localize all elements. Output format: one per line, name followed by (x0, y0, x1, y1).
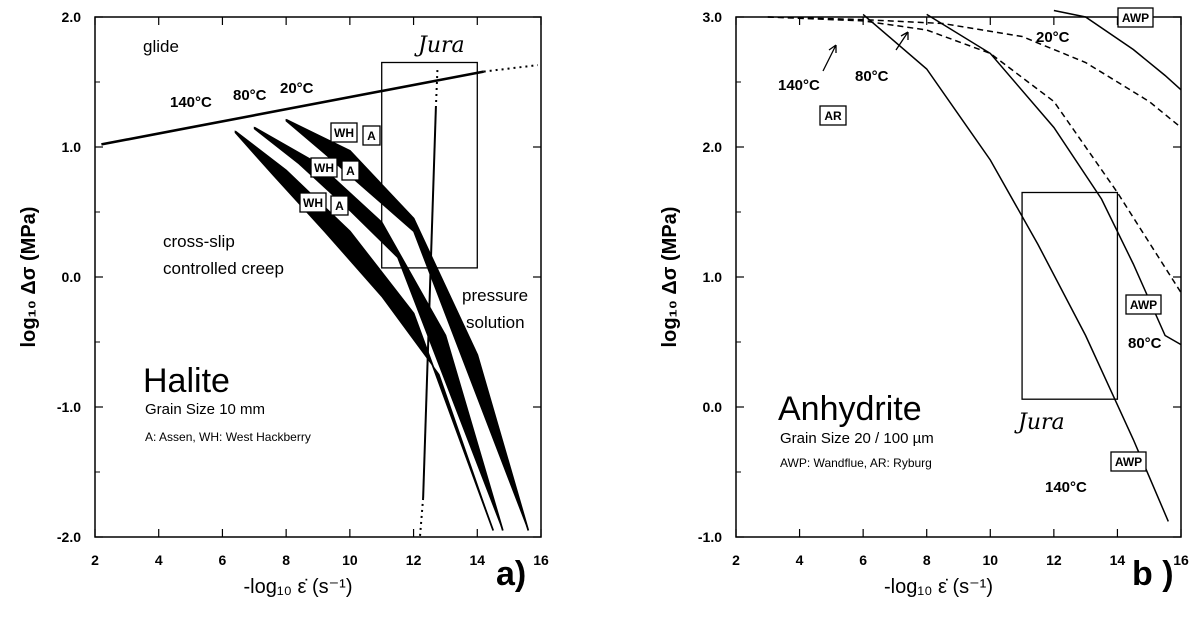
creep-curve-140c (234, 130, 495, 531)
sample-tag-box (330, 195, 349, 216)
temperature-label: 140°C (170, 94, 212, 111)
x-tick-label: 12 (406, 552, 422, 568)
jura-domain-box (381, 61, 478, 269)
sample-tag-label: AWP (1130, 298, 1157, 312)
y-tick-label: 3.0 (703, 9, 723, 25)
temperature-label: 80°C (233, 87, 267, 104)
sample-tag-box (819, 105, 847, 126)
jura-label: Jura (414, 33, 465, 58)
sample-tag-label: WH (303, 196, 323, 210)
x-tick-label: 16 (533, 552, 549, 568)
sample-tag-box (1117, 7, 1154, 28)
y-tick-label: -1.0 (57, 399, 81, 415)
jura-domain-box (1021, 191, 1119, 400)
jura-label: Jura (1014, 410, 1065, 435)
sample-tag-label: A (335, 199, 344, 213)
sample-tag-label: A (346, 164, 355, 178)
y-tick-label: 2.0 (62, 9, 82, 25)
glide-boundary-line (101, 70, 484, 146)
panel-anhydrite: 2 4 6 8 10 12 14 16 -1.0 0.0 1.0 2.0 3.0 -log₁₀ ε̇ (s… (659, 7, 1189, 598)
pointer-arrow (822, 44, 837, 72)
pressure-solution-dotted (434, 68, 439, 109)
sample-tag-box (299, 192, 327, 213)
glide-boundary-extrapolated (483, 64, 538, 73)
sample-tag-label: A (367, 129, 376, 143)
creep-curve-ar-80-c (767, 16, 1182, 294)
creep-curve-awp-20-c (1053, 9, 1182, 91)
x-tick-label: 14 (1110, 552, 1126, 568)
sample-legend-note: A: Assen, WH: West Hackberry (145, 430, 311, 444)
pointer-arrow (895, 31, 909, 51)
mineral-title: Halite (143, 362, 230, 400)
temperature-label: 20°C (280, 80, 314, 97)
x-tick-label: 14 (469, 552, 485, 568)
creep-curve-awp-80-c (926, 13, 1182, 346)
y-axis-label: log₁₀ Δσ (MPa) (18, 207, 40, 348)
mineral-title: Anhydrite (778, 390, 922, 428)
region-label: pressure (462, 286, 528, 305)
x-tick-label: 4 (155, 552, 163, 568)
grain-size-label: Grain Size 10 mm (145, 401, 265, 418)
creep-curve-80c (253, 126, 504, 531)
sample-tag-label: AWP (1115, 455, 1142, 469)
temperature-label: 20°C (1036, 29, 1070, 46)
y-tick-label: 0.0 (62, 269, 82, 285)
temperature-label: 140°C (778, 77, 820, 94)
temperature-label: 140°C (1045, 479, 1087, 496)
sample-tag-box (1110, 451, 1147, 472)
sample-tag-label: WH (314, 161, 334, 175)
x-tick-label: 10 (342, 552, 358, 568)
sample-tag-label: WH (334, 126, 354, 140)
sample-tag-label: AR (824, 109, 842, 123)
x-axis-label: -log₁₀ ε̇ (s⁻¹) (884, 576, 993, 598)
region-label: glide (143, 37, 179, 56)
sample-tag-box (330, 122, 358, 143)
x-tick-label: 16 (1173, 552, 1189, 568)
creep-curve-20c (285, 118, 530, 531)
sample-tag-box (310, 157, 338, 178)
x-tick-label: 6 (859, 552, 867, 568)
sample-tag-box (341, 160, 360, 181)
panel-label: a) (496, 555, 526, 593)
plot-frame (94, 16, 542, 538)
y-tick-label: -1.0 (698, 529, 722, 545)
sample-tag-label: AWP (1122, 11, 1149, 25)
y-axis-label: log₁₀ Δσ (MPa) (659, 207, 681, 348)
creep-curve-ar-140-c (767, 16, 1182, 129)
x-tick-label: 2 (91, 552, 99, 568)
x-tick-label: 4 (796, 552, 804, 568)
pressure-solution-line (422, 107, 437, 499)
grain-size-label: Grain Size 20 / 100 µm (780, 430, 934, 447)
y-tick-label: 0.0 (703, 399, 723, 415)
x-tick-label: 2 (732, 552, 740, 568)
temperature-label: 80°C (1128, 335, 1162, 352)
pressure-solution-dotted (418, 497, 425, 538)
region-label: cross-slip (163, 232, 235, 251)
x-tick-label: 10 (982, 552, 998, 568)
x-tick-label: 12 (1046, 552, 1062, 568)
x-axis-label: -log₁₀ ε̇ (s⁻¹) (244, 576, 353, 598)
y-tick-label: 2.0 (703, 139, 723, 155)
x-tick-label: 8 (923, 552, 931, 568)
x-tick-label: 8 (282, 552, 290, 568)
sample-tag-box (362, 125, 381, 146)
y-tick-label: 1.0 (62, 139, 82, 155)
y-tick-label: -2.0 (57, 529, 81, 545)
y-tick-label: 1.0 (703, 269, 723, 285)
temperature-label: 80°C (855, 68, 889, 85)
region-label: controlled creep (163, 259, 284, 278)
sample-tag-box (1125, 294, 1162, 315)
region-label: solution (466, 313, 525, 332)
panel-label: b ) (1132, 555, 1174, 593)
creep-curve-awp-140-c (862, 13, 1169, 522)
panel-halite: 2 4 6 8 10 12 14 16 -2.0 -1.0 0.0 1.0 2.0 -log₁₀ ε̇ (… (18, 9, 549, 598)
sample-legend-note: AWP: Wandflue, AR: Ryburg (780, 456, 932, 470)
x-tick-label: 6 (219, 552, 227, 568)
